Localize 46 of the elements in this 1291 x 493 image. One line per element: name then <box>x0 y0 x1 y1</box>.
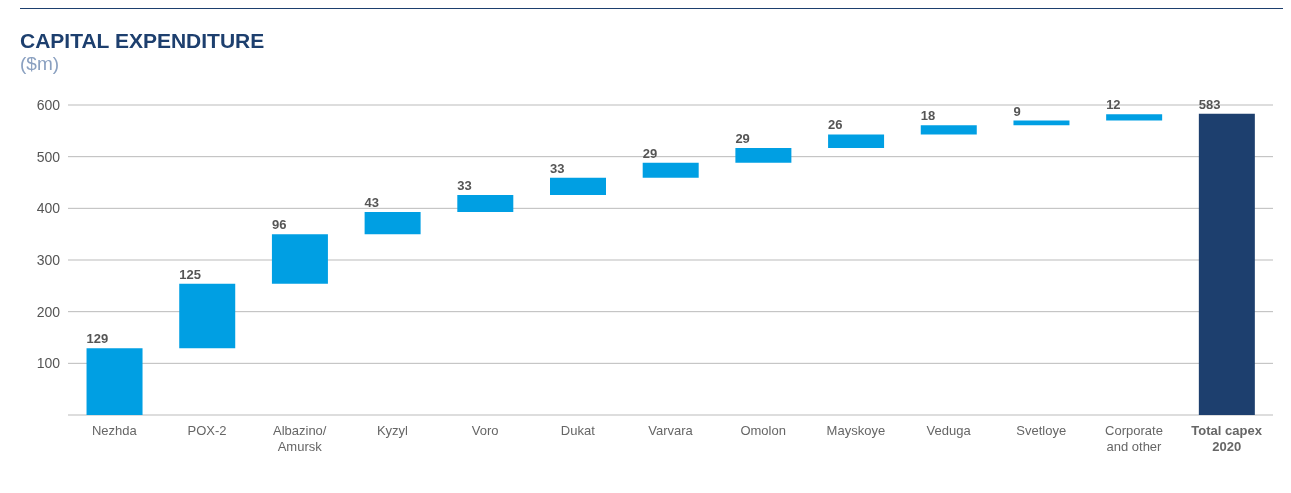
x-tick-label: Svetloye <box>1016 423 1067 438</box>
bar <box>457 194 514 212</box>
x-tick-label: Dukat <box>560 423 596 438</box>
x-tick-label: Corporate and other <box>1105 423 1163 454</box>
bar <box>271 234 328 284</box>
bar <box>550 177 606 195</box>
x-tick-label: Mayskoye <box>826 423 886 438</box>
bar <box>86 348 143 415</box>
bar <box>642 162 699 178</box>
bar <box>1106 114 1163 121</box>
data-label: 9 <box>1013 103 1021 119</box>
data-label: 26 <box>828 117 843 133</box>
y-tick-label: 300 <box>36 251 61 268</box>
x-tick-label: Varvara <box>648 423 694 438</box>
bar <box>364 211 421 235</box>
data-label: 583 <box>1198 96 1221 112</box>
y-tick-label: 600 <box>36 96 61 113</box>
x-tick-label: Voro <box>471 423 499 438</box>
x-tick-label: Nezhda <box>91 423 138 438</box>
data-label: 96 <box>271 217 287 233</box>
data-label: 18 <box>920 108 936 124</box>
data-label: 125 <box>179 266 201 282</box>
y-tick-label: 100 <box>36 355 61 372</box>
y-tick-label: 200 <box>36 303 61 320</box>
bar <box>1198 113 1255 415</box>
y-tick-label: 400 <box>36 200 61 217</box>
bar <box>735 147 792 163</box>
data-label: 129 <box>86 331 109 347</box>
bar <box>179 283 236 349</box>
data-label: 43 <box>364 194 380 210</box>
data-label: 33 <box>550 160 565 176</box>
y-tick-label: 500 <box>36 148 61 165</box>
x-tick-label: POX-2 <box>187 423 227 438</box>
x-tick-label: Veduga <box>926 423 972 438</box>
x-tick-label: Albazino/Amursk <box>272 423 327 454</box>
data-label: 29 <box>735 130 750 146</box>
x-tick-label: Total capex 2020 <box>1191 423 1263 454</box>
data-label: 33 <box>457 177 472 193</box>
data-label: 12 <box>1106 97 1121 113</box>
chart-subtitle: ($m) <box>20 53 61 75</box>
data-label: 29 <box>642 145 658 161</box>
bar <box>920 125 977 135</box>
x-tick-label: Omolon <box>740 423 786 438</box>
x-tick-label: Kyzyl <box>376 423 409 438</box>
chart-title: CAPITAL EXPENDITURE <box>20 29 266 53</box>
bar <box>828 134 885 148</box>
